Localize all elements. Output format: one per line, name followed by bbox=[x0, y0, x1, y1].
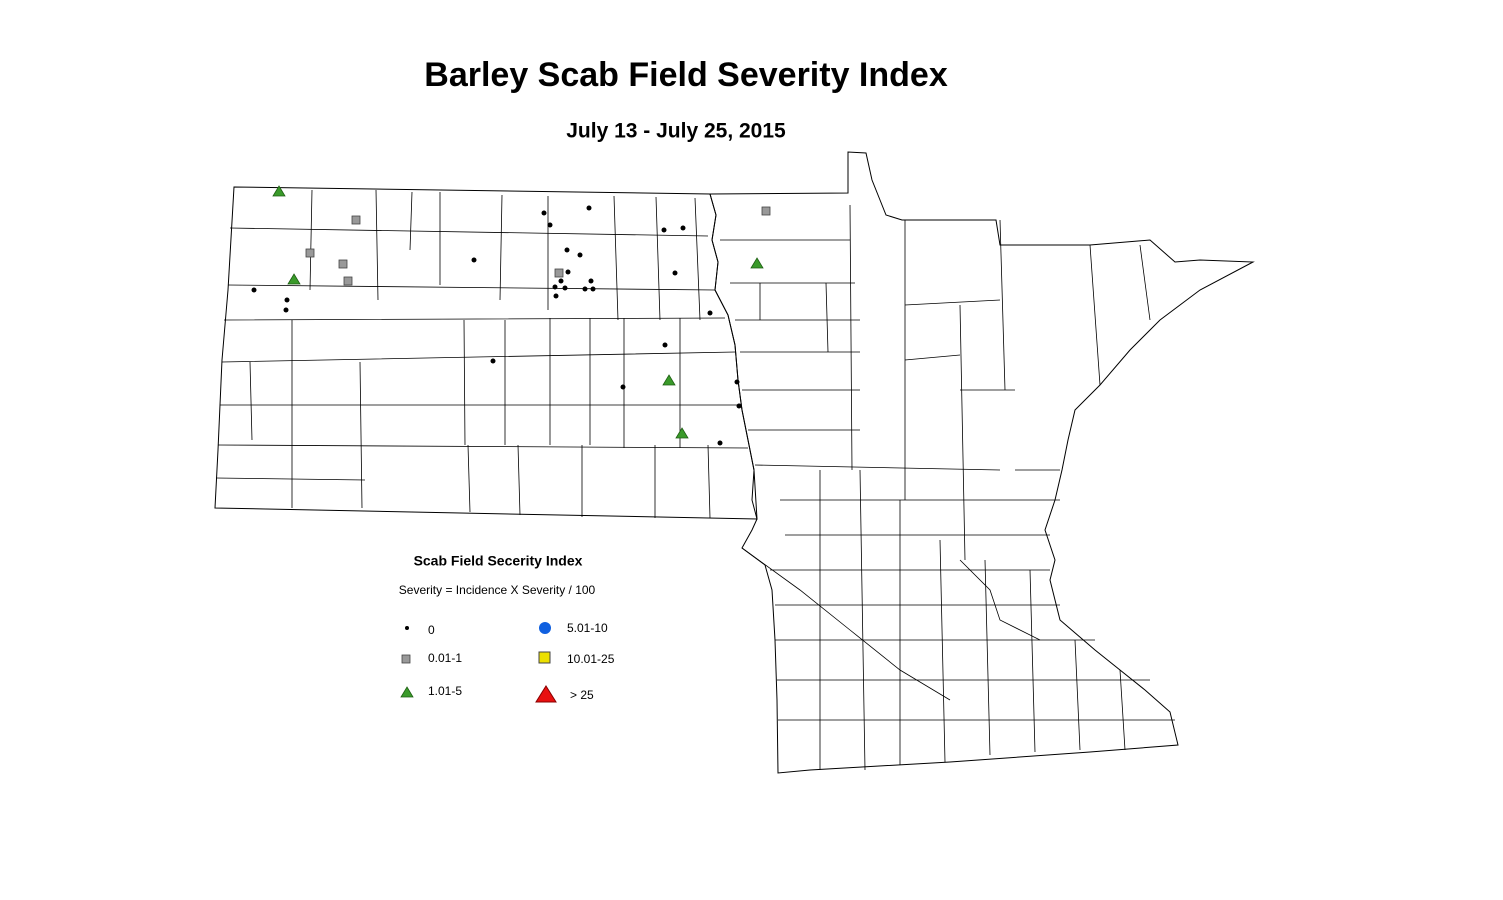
legend-symbol bbox=[405, 626, 409, 630]
legend-symbol bbox=[539, 622, 551, 634]
severity-mid-markers bbox=[272, 185, 764, 439]
legend-symbol bbox=[538, 651, 551, 664]
legend-symbol bbox=[401, 654, 411, 664]
title: Barley Scab Field Severity Index bbox=[424, 56, 948, 94]
legend-label: 5.01-10 bbox=[567, 621, 608, 635]
legend-label: 1.01-5 bbox=[428, 684, 462, 698]
severity-0-markers bbox=[251, 205, 742, 446]
legend-label: > 25 bbox=[570, 688, 594, 702]
subtitle: July 13 - July 25, 2015 bbox=[566, 120, 786, 143]
legend-title: Scab Field Secerity Index bbox=[414, 553, 583, 569]
legend-subtitle: Severity = Incidence X Severity / 100 bbox=[399, 583, 596, 597]
legend-label: 0.01-1 bbox=[428, 651, 462, 665]
basemap bbox=[214, 151, 1255, 774]
severity-low-markers bbox=[305, 206, 771, 286]
site-markers bbox=[251, 185, 771, 446]
legend-label: 10.01-25 bbox=[567, 652, 615, 666]
legend: Scab Field Secerity Index Severity = Inc… bbox=[399, 553, 615, 703]
legend-symbol bbox=[400, 686, 414, 698]
legend-label: 0 bbox=[428, 623, 435, 637]
legend-symbol bbox=[535, 685, 557, 703]
